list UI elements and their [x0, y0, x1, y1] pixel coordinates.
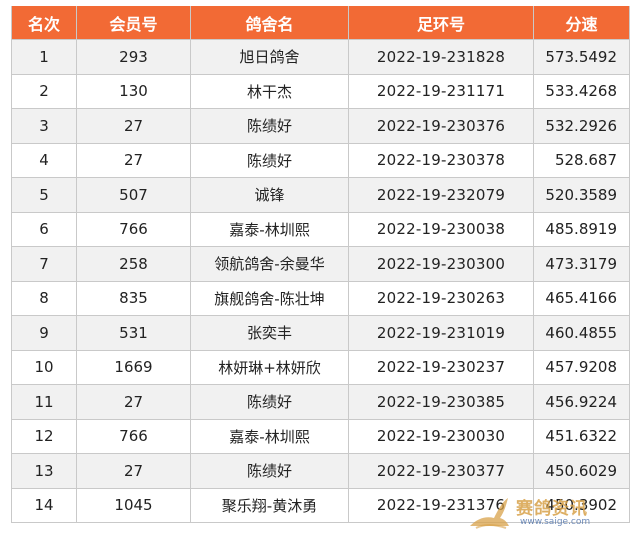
table-row: 10 1669 林妍琳+林妍欣 2022-19-230237 457.9208 — [11, 349, 630, 385]
cell-member-id: 835 — [76, 280, 191, 316]
cell-ring-number: 2022-19-230030 — [348, 418, 534, 454]
header-ring-number: 足环号 — [348, 6, 534, 40]
cell-speed: 451.6322 — [533, 418, 630, 454]
cell-loft-name: 聚乐翔-黄沐勇 — [190, 487, 349, 523]
cell-loft-name: 嘉泰-林圳熙 — [190, 418, 349, 454]
cell-speed: 450.3902 — [533, 487, 630, 523]
cell-member-id: 531 — [76, 315, 191, 351]
table-row: 6 766 嘉泰-林圳熙 2022-19-230038 485.8919 — [11, 211, 630, 247]
cell-ring-number: 2022-19-230377 — [348, 453, 534, 489]
cell-member-id: 293 — [76, 39, 191, 75]
cell-speed: 465.4166 — [533, 280, 630, 316]
cell-rank: 12 — [11, 418, 77, 454]
cell-rank: 3 — [11, 108, 77, 144]
cell-member-id: 258 — [76, 246, 191, 282]
cell-loft-name: 陈绩好 — [190, 453, 349, 489]
cell-member-id: 766 — [76, 418, 191, 454]
header-member-id: 会员号 — [76, 6, 191, 40]
cell-speed: 460.4855 — [533, 315, 630, 351]
cell-loft-name: 林妍琳+林妍欣 — [190, 349, 349, 385]
header-row: 名次 会员号 鸽舍名 足环号 分速 — [11, 6, 630, 40]
cell-speed: 485.8919 — [533, 211, 630, 247]
cell-rank: 2 — [11, 73, 77, 109]
table-row: 12 766 嘉泰-林圳熙 2022-19-230030 451.6322 — [11, 418, 630, 454]
table-row: 1 293 旭日鸽舍 2022-19-231828 573.5492 — [11, 39, 630, 75]
cell-speed: 450.6029 — [533, 453, 630, 489]
header-speed: 分速 — [533, 6, 630, 40]
table-row: 5 507 诚锋 2022-19-232079 520.3589 — [11, 177, 630, 213]
cell-rank: 10 — [11, 349, 77, 385]
cell-speed: 532.2926 — [533, 108, 630, 144]
cell-member-id: 27 — [76, 142, 191, 178]
cell-loft-name: 陈绩好 — [190, 384, 349, 420]
cell-ring-number: 2022-19-230385 — [348, 384, 534, 420]
header-loft-name: 鸽舍名 — [190, 6, 349, 40]
table-row: 2 130 林干杰 2022-19-231171 533.4268 — [11, 73, 630, 109]
cell-rank: 5 — [11, 177, 77, 213]
cell-member-id: 27 — [76, 453, 191, 489]
cell-ring-number: 2022-19-231828 — [348, 39, 534, 75]
cell-loft-name: 领航鸽舍-余曼华 — [190, 246, 349, 282]
cell-speed: 473.3179 — [533, 246, 630, 282]
cell-ring-number: 2022-19-230237 — [348, 349, 534, 385]
cell-ring-number: 2022-19-231171 — [348, 73, 534, 109]
table-row: 4 27 陈绩好 2022-19-230378 528.687 — [11, 142, 630, 178]
cell-member-id: 1045 — [76, 487, 191, 523]
cell-speed: 573.5492 — [533, 39, 630, 75]
cell-member-id: 507 — [76, 177, 191, 213]
cell-rank: 13 — [11, 453, 77, 489]
cell-member-id: 1669 — [76, 349, 191, 385]
cell-rank: 1 — [11, 39, 77, 75]
cell-rank: 4 — [11, 142, 77, 178]
cell-loft-name: 林干杰 — [190, 73, 349, 109]
cell-speed: 528.687 — [533, 142, 630, 178]
table-body: 1 293 旭日鸽舍 2022-19-231828 573.5492 2 130 林干杰 202… — [11, 39, 630, 523]
header-rank: 名次 — [11, 6, 77, 40]
cell-member-id: 27 — [76, 108, 191, 144]
table-row: 8 835 旗舰鸽舍-陈壮坤 2022-19-230263 465.4166 — [11, 280, 630, 316]
cell-ring-number: 2022-19-230263 — [348, 280, 534, 316]
cell-rank: 6 — [11, 211, 77, 247]
race-results-table: 名次 会员号 鸽舍名 足环号 分速 1 293 旭日鸽舍 2022-19-231828… — [11, 6, 630, 523]
cell-loft-name: 陈绩好 — [190, 142, 349, 178]
cell-loft-name: 嘉泰-林圳熙 — [190, 211, 349, 247]
cell-loft-name: 陈绩好 — [190, 108, 349, 144]
cell-loft-name: 旗舰鸽舍-陈壮坤 — [190, 280, 349, 316]
cell-member-id: 766 — [76, 211, 191, 247]
cell-rank: 14 — [11, 487, 77, 523]
cell-rank: 9 — [11, 315, 77, 351]
cell-member-id: 27 — [76, 384, 191, 420]
cell-ring-number: 2022-19-231376 — [348, 487, 534, 523]
cell-loft-name: 张奕丰 — [190, 315, 349, 351]
cell-ring-number: 2022-19-230038 — [348, 211, 534, 247]
table-row: 14 1045 聚乐翔-黄沐勇 2022-19-231376 450.3902 — [11, 487, 630, 523]
table-row: 13 27 陈绩好 2022-19-230377 450.6029 — [11, 453, 630, 489]
results-table-container: 名次 会员号 鸽舍名 足环号 分速 1 293 旭日鸽舍 2022-19-231828… — [11, 6, 630, 523]
table-row: 7 258 领航鸽舍-余曼华 2022-19-230300 473.3179 — [11, 246, 630, 282]
cell-speed: 520.3589 — [533, 177, 630, 213]
cell-member-id: 130 — [76, 73, 191, 109]
table-row: 3 27 陈绩好 2022-19-230376 532.2926 — [11, 108, 630, 144]
cell-rank: 8 — [11, 280, 77, 316]
cell-ring-number: 2022-19-230300 — [348, 246, 534, 282]
table-row: 11 27 陈绩好 2022-19-230385 456.9224 — [11, 384, 630, 420]
table-header: 名次 会员号 鸽舍名 足环号 分速 — [11, 6, 630, 40]
cell-loft-name: 诚锋 — [190, 177, 349, 213]
cell-ring-number: 2022-19-230376 — [348, 108, 534, 144]
cell-rank: 7 — [11, 246, 77, 282]
cell-ring-number: 2022-19-232079 — [348, 177, 534, 213]
cell-rank: 11 — [11, 384, 77, 420]
cell-speed: 456.9224 — [533, 384, 630, 420]
cell-speed: 533.4268 — [533, 73, 630, 109]
cell-speed: 457.9208 — [533, 349, 630, 385]
cell-loft-name: 旭日鸽舍 — [190, 39, 349, 75]
cell-ring-number: 2022-19-230378 — [348, 142, 534, 178]
table-row: 9 531 张奕丰 2022-19-231019 460.4855 — [11, 315, 630, 351]
cell-ring-number: 2022-19-231019 — [348, 315, 534, 351]
